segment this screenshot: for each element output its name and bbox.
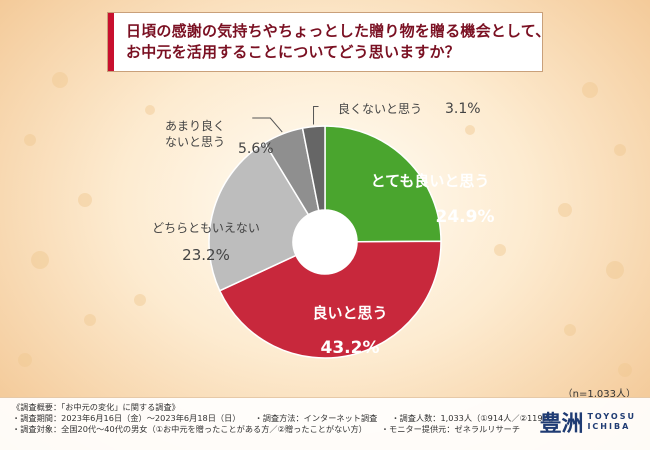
footer: 《調査概要：「お中元の変化」に関する調査》 ・調査期間：2023年6月16日（金… [0,397,650,450]
slice-3 [208,141,310,292]
slice-value-1: 24.9% [436,207,495,227]
slice-5 [301,125,326,212]
brand-words: TOYOSU ICHIBA [587,412,636,432]
slice-value-2: 43.2% [321,338,380,358]
brand-logo: 豊洲 TOYOSU ICHIBA [539,406,636,438]
survey-notes: 《調査概要：「お中元の変化」に関する調査》 ・調査期間：2023年6月16日（金… [12,402,559,435]
slice-label-3: どちらともいえない [152,221,260,235]
sample-size-note: （n=1,033人） [562,389,636,400]
question-text: 日頃の感謝の気持ちやちょっとした贈り物を贈る機会として、 お中元を活用することに… [126,21,551,63]
slice-value-4: 5.6% [238,141,274,157]
survey-period: ・調査期間：2023年6月16日（金）〜2023年6月18日（日） [12,413,241,423]
brand-mark: 豊洲 [539,411,584,437]
brand-line-2: ICHIBA [587,422,631,431]
survey-respondents: ・調査人数：1,033人（①914人／②119人） [391,413,559,423]
slice-label-4: あまり良くないと思う [165,118,225,149]
survey-summary: 《調査概要：「お中元の変化」に関する調査》 [12,402,180,412]
slice-label-2: 良いと思う [312,304,387,322]
survey-row-2: ・調査対象：全国20代〜40代の男女（①お中元を贈ったことがある方／②贈ったこと… [12,424,559,435]
survey-row-1: ・調査期間：2023年6月16日（金）〜2023年6月18日（日） ・調査方法：… [12,413,559,424]
slice-2 [218,240,442,359]
survey-target: ・調査対象：全国20代〜40代の男女（①お中元を贈ったことがある方／②贈ったこと… [12,424,367,434]
question-line-1: 日頃の感謝の気持ちやちょっとした贈り物を贈る機会として、 [126,22,551,40]
slice-label-1: とても良いと思う [371,172,490,190]
survey-method: ・調査方法：インターネット調査 [254,413,378,423]
survey-provider: ・モニター提供元：ゼネラルリサーチ [380,424,521,434]
slice-value-5: 3.1% [445,101,481,117]
donut-hole [293,210,357,274]
leader-line-4 [252,117,283,133]
question-box: 日頃の感謝の気持ちやちょっとした贈り物を贈る機会として、 お中元を活用することに… [107,12,551,72]
slice-label-5: 良くないと思う [338,101,422,116]
leader-line-5 [313,106,319,125]
slice-1 [324,125,442,243]
question-line-2: お中元を活用することについてどう思いますか？ [126,43,460,61]
slice-value-3: 23.2% [182,246,230,264]
brand-line-1: TOYOSU [587,412,636,421]
